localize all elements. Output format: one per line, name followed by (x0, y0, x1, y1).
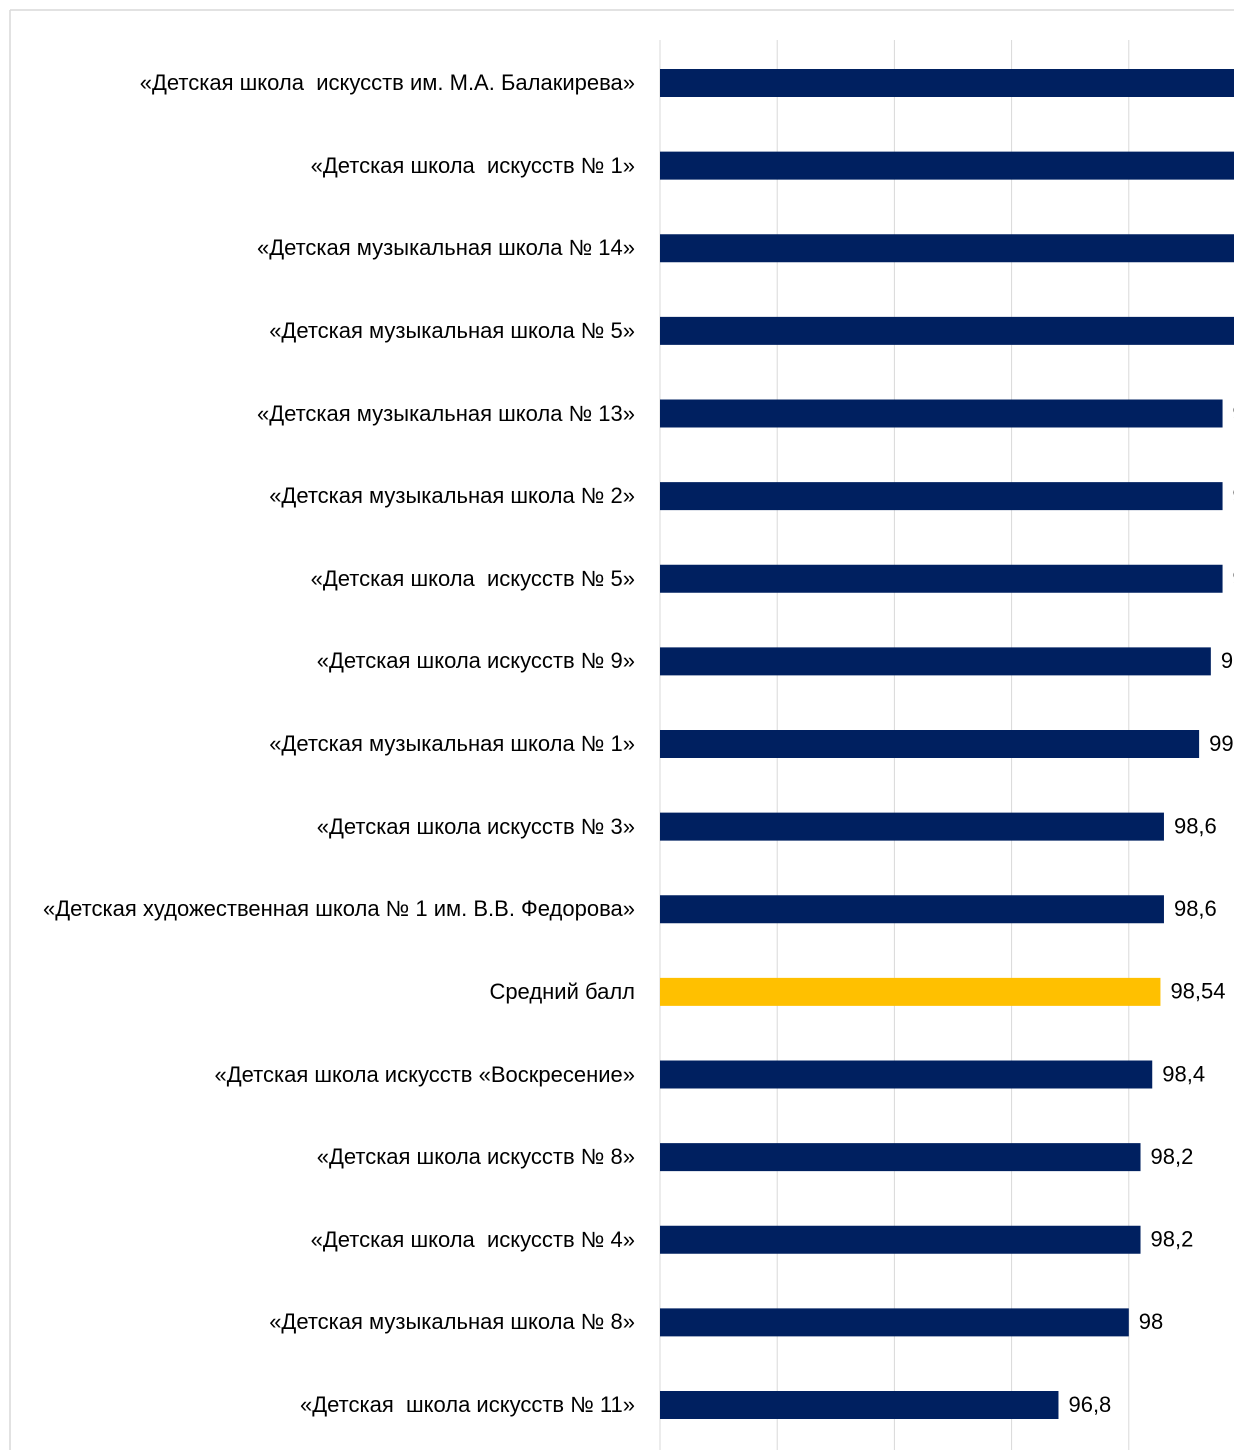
category-label: «Детская музыкальная школа № 8» (269, 1309, 635, 1335)
category-label: «Детская школа искусств № 9» (316, 648, 635, 674)
bar (660, 151, 1234, 180)
bar (660, 647, 1211, 676)
bar (660, 234, 1234, 263)
value-label: 96,8 (1068, 1392, 1111, 1417)
value-label: 99,2 (1209, 731, 1234, 756)
bar (660, 1391, 1059, 1419)
value-label: 99,6 (1233, 566, 1234, 591)
value-label: 98,54 (1170, 979, 1225, 1004)
category-label: «Детская школа искусств «Воскресение» (214, 1061, 635, 1087)
category-label: «Детская школа искусств № 8» (316, 1144, 635, 1170)
value-label: 98,2 (1151, 1144, 1194, 1169)
category-label: «Детская музыкальная школа № 14» (256, 235, 635, 261)
category-label: «Детская школа искусств № 11» (300, 1392, 635, 1417)
category-label: «Детская школа искусств им. М.А. Балакир… (139, 70, 635, 95)
value-label: 99,6 (1233, 483, 1234, 508)
bar (660, 730, 1200, 758)
bar (660, 1143, 1141, 1172)
value-label: 98,4 (1162, 1061, 1205, 1086)
category-label: «Детская школа искусств № 1» (310, 152, 635, 178)
category-label: «Детская музыкальная школа № 5» (269, 317, 635, 343)
bar (660, 812, 1164, 841)
category-label: «Детская музыкальная школа № 1» (269, 731, 635, 756)
bar (660, 399, 1223, 428)
category-label: «Детская школа искусств № 3» (316, 813, 635, 839)
value-label: 98 (1139, 1309, 1163, 1334)
category-label: Средний балл (489, 978, 635, 1004)
value-label: 98,6 (1174, 813, 1217, 838)
category-label: «Детская школа искусств № 4» (310, 1226, 635, 1252)
bar (660, 482, 1223, 511)
value-label: 99,6 (1233, 400, 1234, 425)
bar (660, 316, 1234, 345)
bar (660, 895, 1164, 924)
bar (660, 1308, 1129, 1337)
bar (660, 977, 1161, 1006)
value-label: 99,4 (1221, 648, 1234, 673)
value-label: 98,2 (1151, 1227, 1194, 1252)
bar (660, 1225, 1141, 1254)
category-label: «Детская музыкальная школа № 13» (256, 400, 635, 426)
category-label: «Детская художественная школа № 1 им. В.… (43, 896, 635, 922)
value-label: 98,6 (1174, 896, 1217, 921)
category-label: «Детская музыкальная школа № 2» (269, 483, 635, 509)
category-label: «Детская школа искусств № 5» (310, 565, 635, 591)
bar (660, 1060, 1153, 1089)
bar (660, 69, 1234, 97)
bar (660, 564, 1223, 593)
